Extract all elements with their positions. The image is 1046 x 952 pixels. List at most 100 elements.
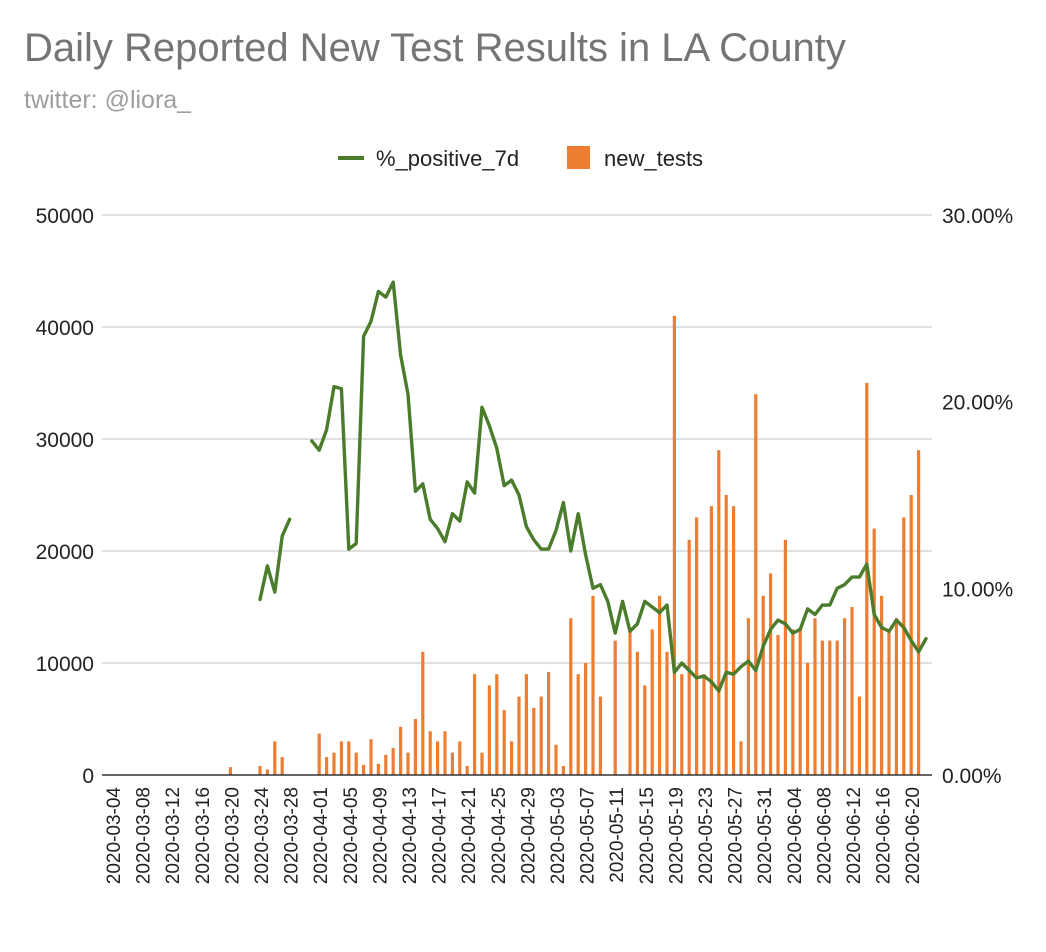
new-tests-bars bbox=[228, 315, 921, 775]
x-tick-label: 2020-03-24 bbox=[252, 787, 273, 885]
new-tests-bar bbox=[798, 629, 802, 775]
legend-label-positive: %_positive_7d bbox=[376, 146, 519, 171]
new-tests-bar bbox=[894, 618, 898, 775]
new-tests-bar bbox=[902, 517, 906, 775]
new-tests-bar bbox=[347, 741, 351, 775]
x-tick-label: 2020-03-16 bbox=[193, 787, 214, 884]
x-tick-label: 2020-03-04 bbox=[104, 787, 125, 885]
x-tick-label: 2020-06-08 bbox=[814, 787, 835, 884]
positive-rate-line bbox=[258, 280, 928, 693]
new-tests-bar bbox=[399, 726, 403, 775]
new-tests-bar bbox=[828, 640, 832, 775]
new-tests-bar bbox=[547, 671, 551, 775]
new-tests-bar bbox=[880, 595, 884, 775]
new-tests-bar bbox=[443, 731, 447, 775]
new-tests-bar bbox=[458, 741, 462, 775]
new-tests-bar bbox=[650, 629, 654, 775]
new-tests-bar bbox=[857, 696, 861, 775]
new-tests-bar bbox=[672, 315, 676, 775]
right-tick-label: 10.00% bbox=[942, 578, 1013, 601]
new-tests-bar bbox=[843, 618, 847, 775]
new-tests-bar bbox=[436, 741, 440, 775]
x-tick-label: 2020-03-20 bbox=[222, 787, 243, 884]
new-tests-bar bbox=[658, 595, 662, 775]
x-tick-label: 2020-03-28 bbox=[282, 787, 303, 884]
new-tests-bar bbox=[791, 629, 795, 775]
new-tests-bar bbox=[746, 618, 750, 775]
new-tests-bar bbox=[524, 674, 528, 775]
new-tests-bar bbox=[591, 595, 595, 775]
new-tests-bar bbox=[635, 651, 639, 775]
chart-subtitle: twitter: @liora_ bbox=[24, 86, 192, 114]
gridlines bbox=[102, 214, 932, 664]
new-tests-bar bbox=[502, 710, 506, 775]
left-tick-label: 10000 bbox=[36, 653, 94, 676]
new-tests-bar bbox=[783, 539, 787, 775]
x-tick-label: 2020-06-20 bbox=[903, 787, 924, 884]
left-tick-label: 50000 bbox=[36, 205, 94, 228]
x-tick-label: 2020-04-29 bbox=[518, 787, 539, 884]
new-tests-bar bbox=[465, 766, 469, 775]
new-tests-bar bbox=[732, 506, 736, 775]
new-tests-bar bbox=[865, 383, 869, 775]
new-tests-bar bbox=[369, 739, 373, 775]
new-tests-bar bbox=[510, 741, 514, 775]
legend-swatch-new-tests bbox=[567, 146, 590, 169]
x-tick-label: 2020-05-19 bbox=[666, 787, 687, 884]
new-tests-bar bbox=[391, 748, 395, 775]
new-tests-bar bbox=[406, 752, 410, 775]
x-axis-ticks: 2020-03-04 2020-03-08 2020-03-12 2020-03-16… bbox=[104, 787, 924, 885]
x-tick-label: 2020-05-15 bbox=[637, 787, 658, 884]
new-tests-bar bbox=[702, 674, 706, 775]
x-tick-label: 2020-04-05 bbox=[341, 787, 362, 884]
new-tests-bar bbox=[532, 707, 536, 775]
new-tests-bar bbox=[265, 769, 269, 775]
x-tick-label: 2020-04-01 bbox=[311, 787, 332, 884]
new-tests-bar bbox=[628, 629, 632, 775]
new-tests-bar bbox=[909, 495, 913, 775]
new-tests-bar bbox=[887, 629, 891, 775]
x-tick-label: 2020-04-17 bbox=[430, 787, 451, 884]
x-tick-label: 2020-04-21 bbox=[459, 787, 480, 884]
new-tests-bar bbox=[376, 763, 380, 775]
x-tick-label: 2020-04-25 bbox=[489, 787, 510, 884]
chart-legend: %_positive_7d new_tests bbox=[338, 146, 703, 171]
new-tests-bar bbox=[273, 741, 277, 775]
new-tests-bar bbox=[850, 607, 854, 775]
new-tests-bar bbox=[325, 757, 329, 775]
x-tick-label: 2020-03-12 bbox=[163, 787, 184, 884]
new-tests-bar bbox=[517, 696, 521, 775]
new-tests-bar bbox=[384, 754, 388, 775]
new-tests-bar bbox=[317, 733, 321, 775]
new-tests-bar bbox=[709, 506, 713, 775]
new-tests-bar bbox=[487, 685, 491, 775]
left-tick-label: 0 bbox=[82, 765, 94, 788]
new-tests-bar bbox=[872, 528, 876, 775]
positive-rate-segment bbox=[310, 280, 928, 693]
new-tests-bar bbox=[339, 741, 343, 775]
new-tests-bar bbox=[354, 752, 358, 775]
right-tick-label: 20.00% bbox=[942, 392, 1013, 415]
right-tick-label: 30.00% bbox=[942, 205, 1013, 228]
x-tick-label: 2020-04-13 bbox=[400, 787, 421, 884]
new-tests-bar bbox=[717, 450, 721, 775]
left-tick-label: 40000 bbox=[36, 317, 94, 340]
new-tests-bar bbox=[280, 757, 284, 775]
new-tests-bar bbox=[413, 719, 417, 775]
x-tick-label: 2020-05-03 bbox=[548, 787, 569, 884]
new-tests-bar bbox=[421, 651, 425, 775]
x-tick-label: 2020-06-16 bbox=[874, 787, 895, 884]
new-tests-bar bbox=[539, 696, 543, 775]
new-tests-bar bbox=[480, 752, 484, 775]
new-tests-bar bbox=[665, 651, 669, 775]
new-tests-bar bbox=[561, 766, 565, 775]
new-tests-bar bbox=[598, 696, 602, 775]
new-tests-bar bbox=[820, 640, 824, 775]
new-tests-bar bbox=[754, 394, 758, 775]
new-tests-bar bbox=[495, 674, 499, 775]
x-tick-label: 2020-05-07 bbox=[578, 787, 599, 884]
x-tick-label: 2020-05-27 bbox=[726, 787, 747, 884]
left-tick-label: 30000 bbox=[36, 429, 94, 452]
x-tick-label: 2020-05-31 bbox=[755, 787, 776, 884]
